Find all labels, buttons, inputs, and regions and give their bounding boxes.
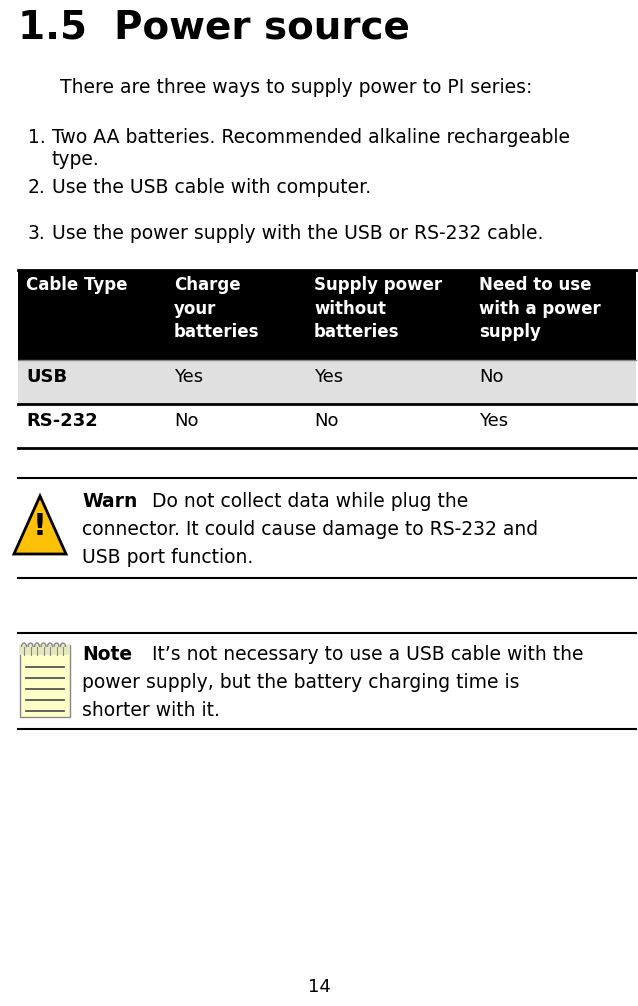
Text: Charge
your
batteries: Charge your batteries — [174, 276, 260, 341]
Text: Use the USB cable with computer.: Use the USB cable with computer. — [52, 178, 371, 197]
Bar — [20, 645, 70, 717]
Bar — [18, 360, 636, 404]
Text: shorter with it.: shorter with it. — [82, 701, 220, 720]
Text: Two AA batteries. Recommended alkaline rechargeable
type.: Two AA batteries. Recommended alkaline r… — [52, 128, 570, 169]
Text: 1.5  Power source: 1.5 Power source — [18, 8, 410, 46]
Text: It’s not necessary to use a USB cable with the: It’s not necessary to use a USB cable wi… — [128, 645, 584, 664]
Text: Cable Type: Cable Type — [26, 276, 128, 294]
Bar — [18, 404, 636, 448]
Text: Use the power supply with the USB or RS-232 cable.: Use the power supply with the USB or RS-… — [52, 224, 544, 243]
Text: Warn: Warn — [82, 492, 137, 511]
Text: connector. It could cause damage to RS-232 and: connector. It could cause damage to RS-2… — [82, 520, 538, 539]
Text: Note: Note — [82, 645, 132, 664]
Text: Do not collect data while plug the: Do not collect data while plug the — [128, 492, 468, 511]
Text: 14: 14 — [308, 978, 330, 996]
Text: 1.: 1. — [28, 128, 46, 147]
Text: No: No — [314, 412, 339, 430]
Polygon shape — [14, 496, 66, 554]
Text: Yes: Yes — [314, 368, 343, 386]
Bar — [20, 645, 70, 655]
Text: Yes: Yes — [479, 412, 508, 430]
Text: power supply, but the battery charging time is: power supply, but the battery charging t… — [82, 673, 519, 692]
Text: No: No — [479, 368, 503, 386]
Text: There are three ways to supply power to PI series:: There are three ways to supply power to … — [60, 78, 532, 97]
Text: Supply power
without
batteries: Supply power without batteries — [314, 276, 442, 341]
Text: USB: USB — [26, 368, 67, 386]
Text: USB port function.: USB port function. — [82, 548, 253, 567]
Text: !: ! — [33, 512, 47, 540]
Text: Yes: Yes — [174, 368, 203, 386]
Text: 3.: 3. — [28, 224, 46, 243]
Bar — [18, 270, 636, 360]
Text: Need to use
with a power
supply: Need to use with a power supply — [479, 276, 601, 341]
Text: 2.: 2. — [28, 178, 46, 197]
Text: RS-232: RS-232 — [26, 412, 98, 430]
Text: No: No — [174, 412, 198, 430]
